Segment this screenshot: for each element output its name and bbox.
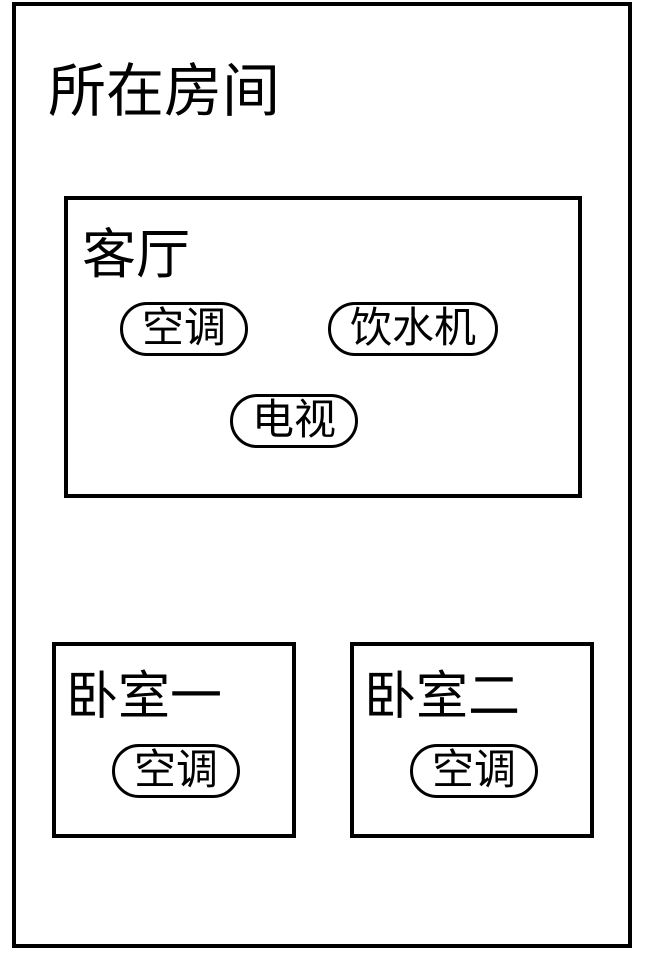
room-title-bedroom-2: 卧室二 xyxy=(364,654,520,729)
device-living-room-tv[interactable]: 电视 xyxy=(230,394,358,448)
device-bedroom-2-ac[interactable]: 空调 xyxy=(410,744,538,798)
device-living-room-ac[interactable]: 空调 xyxy=(120,302,248,356)
device-living-room-water[interactable]: 饮水机 xyxy=(328,302,498,356)
page-title: 所在房间 xyxy=(48,44,280,128)
device-bedroom-1-ac[interactable]: 空调 xyxy=(112,744,240,798)
room-title-bedroom-1: 卧室一 xyxy=(66,654,222,729)
room-title-living-room: 客厅 xyxy=(82,210,190,289)
